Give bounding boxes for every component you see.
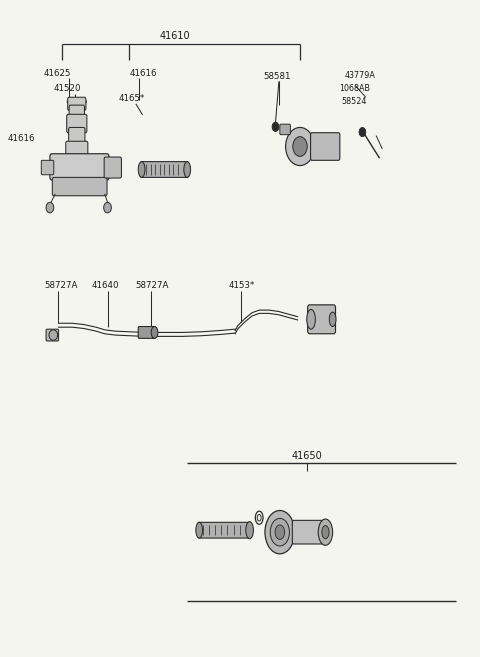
Text: 41616: 41616 [7,133,35,143]
Ellipse shape [286,127,314,166]
Circle shape [272,122,279,131]
FancyBboxPatch shape [104,157,121,178]
FancyBboxPatch shape [280,124,290,135]
Ellipse shape [151,327,158,338]
Text: 41640: 41640 [92,281,119,290]
FancyBboxPatch shape [41,160,54,175]
Text: 41610: 41610 [160,32,191,41]
FancyBboxPatch shape [68,97,86,110]
Ellipse shape [138,162,145,177]
Text: 58727A: 58727A [136,281,169,290]
FancyBboxPatch shape [67,114,87,133]
FancyBboxPatch shape [69,105,84,120]
Ellipse shape [307,309,315,329]
Ellipse shape [275,525,285,539]
Text: 58727A: 58727A [45,281,78,290]
Ellipse shape [257,514,261,521]
Text: 43779A: 43779A [345,71,375,80]
FancyBboxPatch shape [46,329,59,341]
FancyBboxPatch shape [308,305,336,334]
Text: 41520: 41520 [54,84,81,93]
Ellipse shape [184,162,191,177]
FancyBboxPatch shape [138,327,156,338]
Text: 58581: 58581 [263,72,290,81]
FancyBboxPatch shape [50,154,109,180]
Circle shape [104,202,111,213]
FancyBboxPatch shape [69,127,85,147]
Text: 41616: 41616 [130,68,157,78]
Ellipse shape [293,137,307,156]
Ellipse shape [318,519,333,545]
Ellipse shape [270,518,289,546]
FancyBboxPatch shape [292,520,326,544]
FancyBboxPatch shape [311,133,340,160]
Text: 41650: 41650 [292,451,323,461]
Ellipse shape [67,99,86,105]
Circle shape [46,202,54,213]
Ellipse shape [255,511,263,524]
Text: 1068AB: 1068AB [339,84,370,93]
Text: 4153*: 4153* [228,281,255,290]
FancyBboxPatch shape [66,141,88,165]
Ellipse shape [329,312,336,327]
Text: 4165*: 4165* [119,94,145,103]
Ellipse shape [196,522,203,538]
Ellipse shape [322,526,329,539]
Ellipse shape [49,330,58,340]
Text: 41625: 41625 [43,68,71,78]
FancyBboxPatch shape [52,177,107,196]
Ellipse shape [265,510,295,554]
FancyBboxPatch shape [198,522,251,538]
Ellipse shape [246,522,253,539]
Text: 58524: 58524 [341,97,367,106]
FancyBboxPatch shape [141,162,188,177]
Circle shape [359,127,366,137]
